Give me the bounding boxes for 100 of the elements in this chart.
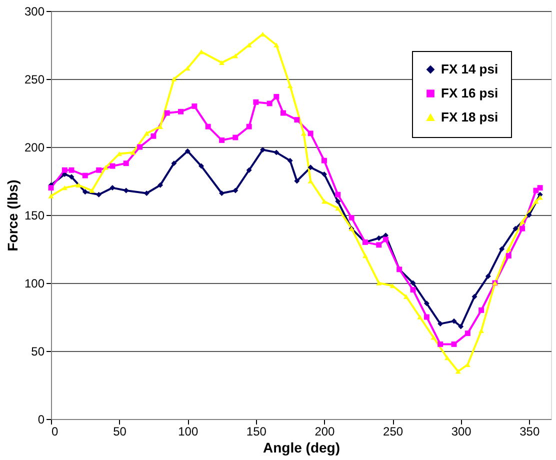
x-tick-label: 250 [383, 424, 404, 438]
point [198, 163, 204, 169]
point [219, 137, 225, 143]
point [321, 158, 327, 164]
point [171, 160, 177, 166]
point [485, 273, 491, 279]
x-tick-label: 200 [314, 424, 336, 438]
point [430, 335, 436, 340]
point [144, 190, 150, 196]
point [274, 42, 280, 48]
point [287, 158, 293, 164]
point [506, 253, 512, 259]
point [137, 144, 143, 150]
point [300, 131, 306, 136]
point [96, 167, 102, 173]
y-tick-label: 250 [24, 72, 45, 86]
point [512, 226, 518, 232]
point [102, 165, 108, 170]
point [158, 124, 164, 129]
point [158, 182, 164, 188]
point [150, 133, 156, 139]
point [62, 185, 68, 190]
point [348, 214, 354, 220]
point [308, 164, 314, 170]
x-tick-label: 150 [246, 424, 267, 438]
point [472, 294, 478, 300]
point [526, 212, 532, 218]
point [246, 124, 252, 130]
point [424, 314, 430, 320]
point [451, 341, 457, 347]
point [287, 83, 293, 88]
point [403, 294, 409, 299]
point [478, 307, 484, 313]
point [294, 117, 300, 123]
point [260, 146, 266, 152]
point [171, 76, 177, 82]
point [116, 151, 122, 156]
legend-label: FX 18 psi [441, 110, 498, 124]
point [451, 318, 457, 324]
point [178, 108, 184, 114]
point [48, 194, 54, 198]
point [68, 174, 74, 180]
y-axis-title: Force (lbs) [4, 180, 20, 252]
point [499, 246, 505, 252]
point [438, 341, 444, 347]
point [438, 321, 444, 327]
point [198, 49, 204, 54]
point [82, 172, 88, 178]
x-tick-label: 50 [113, 424, 127, 438]
point [410, 280, 416, 286]
point [417, 314, 423, 320]
legend-label: FX 16 psi [441, 86, 498, 100]
point [96, 192, 102, 198]
point [520, 226, 526, 232]
point [192, 103, 198, 109]
point [246, 167, 252, 173]
x-tick-label: 0 [52, 424, 58, 438]
point [48, 185, 54, 191]
point [123, 160, 129, 166]
point [68, 167, 74, 173]
point [362, 253, 368, 258]
point [266, 100, 272, 106]
x-axis-title: Angle (deg) [263, 440, 340, 456]
point [130, 150, 136, 155]
point [458, 324, 464, 330]
point [232, 134, 238, 140]
y-tick-label: 0 [38, 412, 45, 426]
legend-label: FX 14 psi [441, 62, 498, 76]
point [232, 188, 238, 194]
point [335, 192, 341, 198]
point [82, 189, 88, 195]
y-tick-label: 100 [24, 276, 45, 290]
point [464, 330, 470, 336]
point [321, 199, 327, 204]
point [205, 124, 211, 130]
x-tick-label: 100 [178, 424, 198, 438]
point [506, 246, 512, 252]
point [410, 287, 416, 293]
point [274, 94, 280, 100]
y-tick-label: 300 [24, 4, 45, 18]
point [184, 148, 190, 154]
point [253, 99, 259, 105]
point [308, 130, 314, 136]
point [294, 178, 300, 184]
y-tick-label: 150 [24, 208, 45, 222]
point [76, 182, 82, 188]
point [335, 198, 341, 204]
point [455, 369, 461, 374]
point [537, 185, 543, 191]
point [533, 188, 539, 194]
point [219, 190, 225, 196]
y-tick-label: 200 [24, 140, 45, 154]
point [533, 199, 539, 204]
point [232, 54, 238, 58]
point [280, 110, 286, 116]
point [89, 188, 95, 193]
point [219, 60, 225, 66]
point [520, 219, 526, 224]
point [376, 242, 382, 248]
point [110, 185, 116, 191]
